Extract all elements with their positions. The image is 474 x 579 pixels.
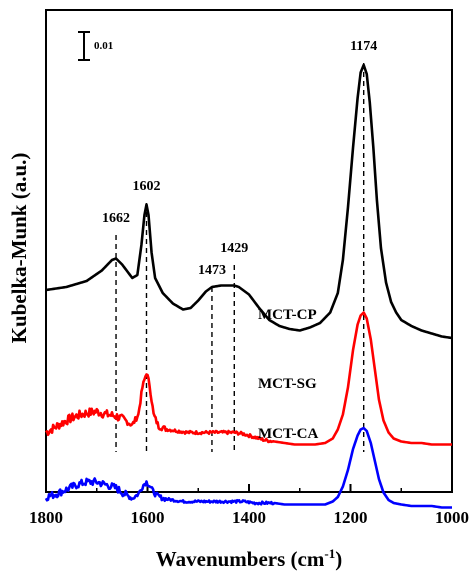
peak-label: 1473 — [198, 263, 226, 278]
series-labels: MCT-CP MCT-SG MCT-CA — [258, 307, 318, 442]
series-label: MCT-CP — [258, 307, 317, 323]
peak-label: 1429 — [220, 241, 248, 256]
x-tick-label: 1000 — [435, 508, 469, 527]
series-line-mct-ca — [44, 426, 453, 509]
series-line-mct-cp — [45, 63, 453, 340]
series-line-mct-sg — [44, 311, 453, 446]
x-tick-label: 1200 — [334, 508, 368, 527]
peak-label: 1662 — [102, 211, 130, 226]
x-axis-title: Wavenumbers (cm-1) — [156, 546, 342, 571]
scale-bar-label: 0.01 — [94, 40, 113, 52]
series-lines — [44, 63, 453, 509]
peak-label: 1602 — [132, 179, 160, 194]
x-tick-label: 1800 — [29, 508, 63, 527]
peak-markers: 1662 1602 1473 1429 1174 — [102, 39, 377, 452]
series-label: MCT-CA — [258, 426, 318, 442]
series-label: MCT-SG — [258, 376, 317, 392]
x-tick-label: 1600 — [131, 508, 165, 527]
scale-bar: 0.01 — [78, 31, 113, 61]
x-axis-ticks: 1800 1600 1400 1200 1000 — [29, 484, 469, 527]
y-axis-title: Kubelka-Munk (a.u.) — [7, 153, 31, 344]
plot-frame — [45, 9, 453, 493]
x-tick-label: 1400 — [232, 508, 266, 527]
peak-label: 1174 — [350, 39, 377, 54]
